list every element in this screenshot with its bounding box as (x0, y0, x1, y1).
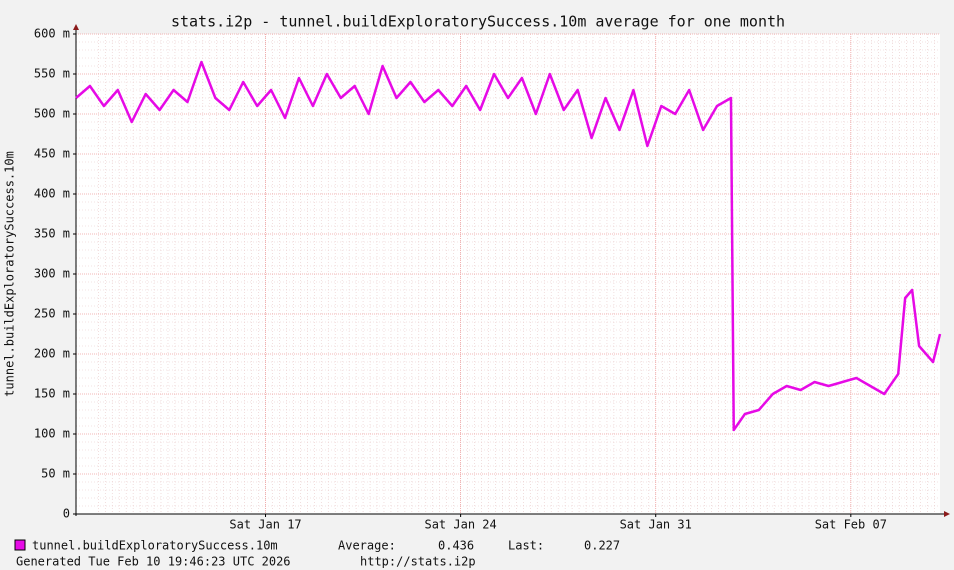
x-tick-label: Sat Jan 24 (424, 518, 496, 532)
average-value: 0.436 (438, 539, 474, 553)
legend-swatch (14, 539, 26, 551)
y-tick-label: 150 m (34, 387, 70, 401)
footer-url: http://stats.i2p (360, 555, 476, 569)
chart-title: stats.i2p - tunnel.buildExploratorySucce… (171, 13, 785, 31)
series-line (75, 60, 942, 432)
y-axis-label: tunnel.buildExploratorySuccess.10m (3, 151, 17, 397)
y-tick-label: 400 m (34, 187, 70, 201)
y-tick-label: 50 m (41, 467, 70, 481)
y-tick-label: 200 m (34, 347, 70, 361)
axis-arrow (73, 24, 79, 30)
x-tick-label: Sat Jan 31 (620, 518, 692, 532)
last-label: Last: (508, 539, 544, 553)
x-tick-label: Sat Feb 07 (815, 518, 887, 532)
y-tick-label: 350 m (34, 227, 70, 241)
y-tick-label: 450 m (34, 147, 70, 161)
y-tick-label: 0 (63, 507, 70, 521)
y-tick-label: 600 m (34, 27, 70, 41)
legend-label: tunnel.buildExploratorySuccess.10m (32, 539, 278, 553)
y-tick-label: 300 m (34, 267, 70, 281)
axis-arrow (944, 511, 950, 517)
y-tick-label: 250 m (34, 307, 70, 321)
footer: Generated Tue Feb 10 19:46:23 UTC 2026 (16, 555, 291, 569)
y-tick-label: 100 m (34, 427, 70, 441)
y-tick-label: 500 m (34, 107, 70, 121)
x-tick-label: Sat Jan 17 (229, 518, 301, 532)
legend: tunnel.buildExploratorySuccess.10m Avera… (14, 539, 620, 553)
last-value: 0.227 (584, 539, 620, 553)
y-tick-label: 550 m (34, 67, 70, 81)
average-label: Average: (338, 539, 396, 553)
